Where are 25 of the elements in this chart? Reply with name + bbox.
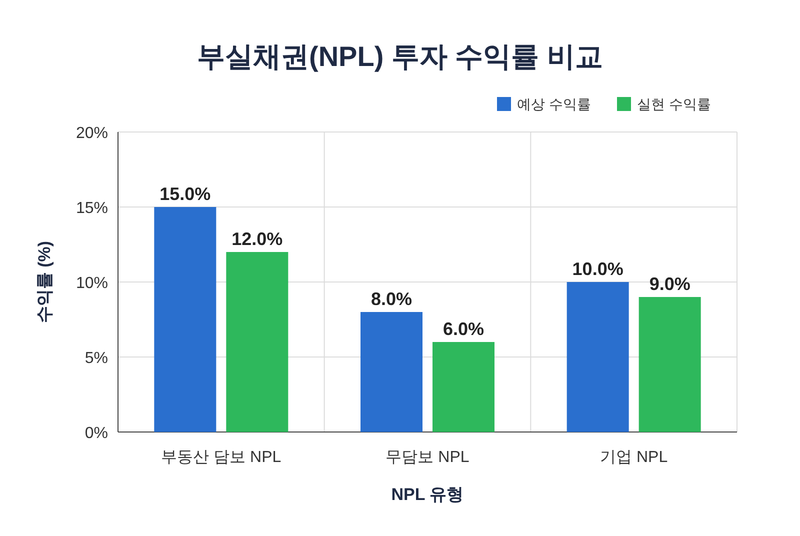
x-tick-label: 기업 NPL (600, 449, 668, 466)
chart-title: 부실채권(NPL) 투자 수익률 비교 (197, 41, 603, 72)
y-tick-label: 0% (84, 425, 108, 442)
data-label: 15.0% (160, 184, 211, 204)
y-axis-title: 수익률 (%) (35, 240, 54, 324)
data-label: 10.0% (572, 259, 624, 279)
data-label: 12.0% (232, 229, 283, 249)
x-tick-label: 부동산 담보 NPL (161, 449, 282, 466)
bar (432, 342, 494, 432)
x-tick-label: 무담보 NPL (386, 449, 470, 466)
y-tick-label: 10% (76, 275, 108, 292)
bar (566, 282, 629, 432)
legend-label: 예상 수익률 (517, 96, 591, 112)
data-label: 9.0% (649, 274, 690, 294)
bar (226, 252, 288, 432)
bar (638, 297, 701, 432)
data-label: 6.0% (442, 319, 484, 339)
bar (154, 207, 216, 432)
y-tick-label: 15% (76, 200, 108, 217)
data-label: 8.0% (370, 289, 412, 309)
y-tick-label: 5% (84, 350, 108, 367)
bar (360, 312, 422, 432)
y-tick-label: 20% (76, 125, 108, 142)
x-axis-title: NPL 유형 (391, 485, 464, 504)
legend-label: 실현 수익률 (637, 96, 711, 112)
